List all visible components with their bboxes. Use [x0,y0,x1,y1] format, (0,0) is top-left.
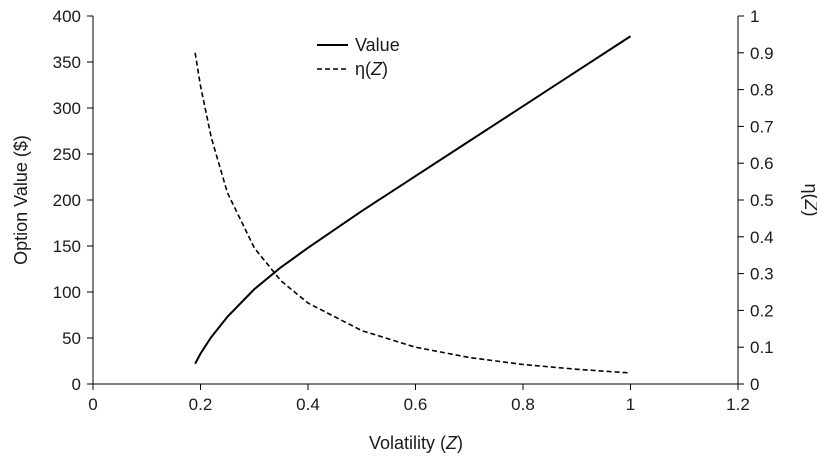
y2-tick-label: 0 [750,375,759,394]
y2-axis-title: η(Z) [801,183,817,216]
y-tick-label: 250 [53,145,81,164]
y2-tick-label: 1 [750,7,759,26]
legend-label-value: Value [355,35,400,55]
plot-lines [194,35,632,374]
y2-tick-label: 0.3 [750,265,774,284]
y2-tick-label: 0.7 [750,117,774,136]
x-tick-label: 0 [88,395,97,414]
x-axis-title: Volatility (Z) [369,433,463,453]
y-tick-label: 0 [72,375,81,394]
y-tick-label: 100 [53,283,81,302]
x-tick-label: 0.4 [296,395,320,414]
y2-tick-label: 0.6 [750,154,774,173]
legend-label-eta: η(Z) [355,59,388,79]
series-line-eta [194,52,631,374]
y-tick-label: 400 [53,7,81,26]
series-line-value [194,35,632,365]
x-tick-label: 0.8 [511,395,535,414]
y-axis-title: Option Value ($) [11,135,31,265]
legend: Value η(Z) [317,35,400,79]
y-tick-label: 300 [53,99,81,118]
y2-tick-label: 0.9 [750,44,774,63]
y-tick-label: 350 [53,53,81,72]
y2-tick-label: 0.2 [750,301,774,320]
y2-tick-label: 0.1 [750,338,774,357]
tick-labels: 0 0.2 0.4 0.6 0.8 1 1.205010015020025030035040… [53,7,774,414]
y2-tick-label: 0.4 [750,228,774,247]
y-tick-label: 50 [62,329,81,348]
y-tick-label: 150 [53,237,81,256]
x-tick-label: 1.2 [726,395,750,414]
axes [87,15,744,390]
y2-tick-label: 0.5 [750,191,774,210]
y-tick-label: 200 [53,191,81,210]
y2-tick-label: 0.8 [750,81,774,100]
x-tick-label: 0.2 [189,395,213,414]
x-tick-label: 0.6 [404,395,428,414]
x-tick-label: 1 [626,395,635,414]
